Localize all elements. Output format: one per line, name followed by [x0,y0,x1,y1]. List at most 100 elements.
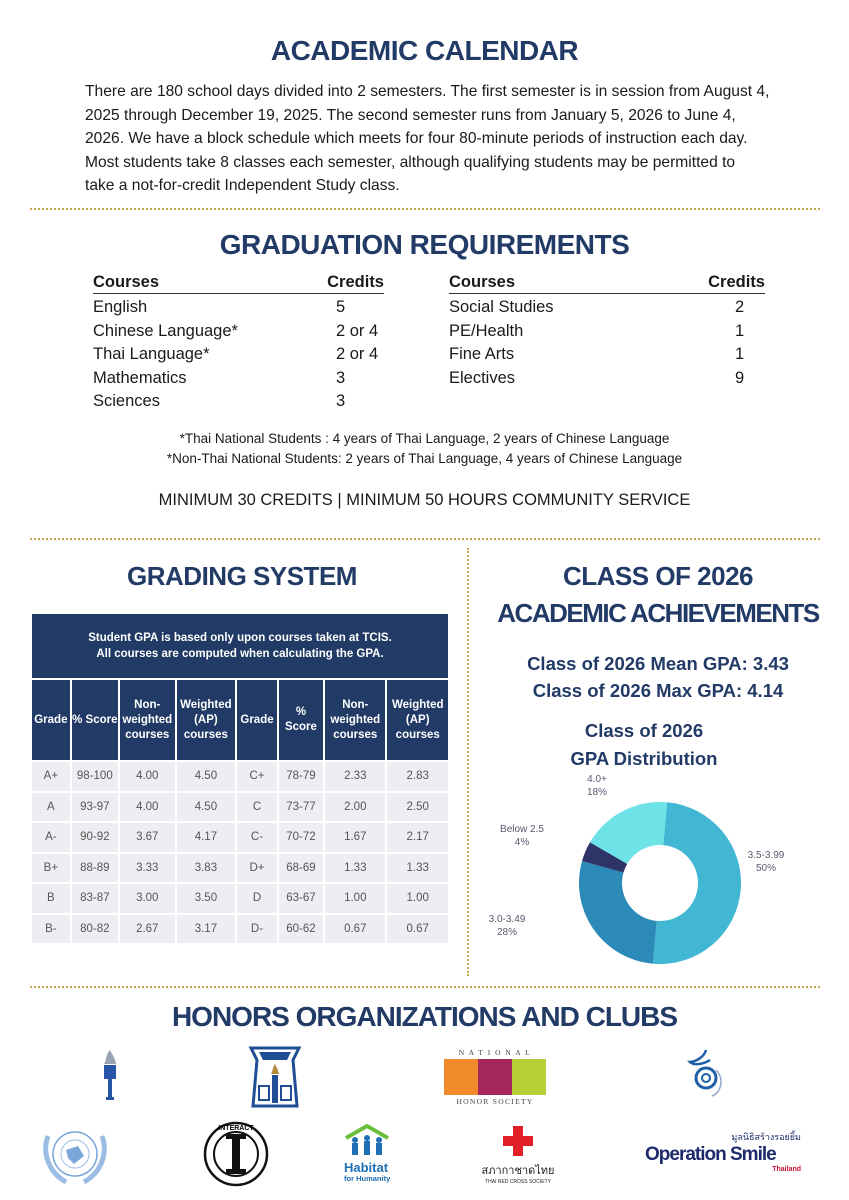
habitat-text: Habitat [344,1160,389,1175]
grade-cell: C- [237,823,277,852]
grade-cell: C+ [237,762,277,791]
column-divider [467,548,469,976]
column-header: % Score [278,680,324,760]
grade-cell: 3.33 [119,853,175,882]
slice-value-label: 4% [515,837,530,848]
mean-gpa: Class of 2026 Mean GPA: 3.43 [527,653,789,674]
grade-cell: 2.67 [119,914,175,943]
operation-smile-logo: มูลนิธิสร้างรอยยิ้ม Operation Smile Thai… [645,1130,815,1173]
habitat-for-humanity-logo: Habitat for Humanity [344,1123,404,1183]
grade-cell: 4.00 [119,762,175,791]
grade-cell: D+ [237,853,277,882]
courses-header: Courses [93,273,160,291]
course-credits: 3 [336,368,346,387]
slice-category-label: Below 2.5 [500,824,544,835]
calendar-line: There are 180 school days divided into 2… [85,83,770,100]
grade-cell: 4.00 [119,792,175,821]
course-name: Electives [449,368,516,387]
art-logo-bottom: HONOR SOCIETY [456,1097,534,1106]
united-nations-logo [43,1131,107,1185]
calendar-line: take a not-for-credit Independent Study … [85,177,400,194]
habitat-house-icon [345,1123,389,1155]
grade-cell: 70-72 [278,823,324,852]
chart-title-line2: GPA Distribution [570,748,718,769]
course-credits: 1 [735,321,745,340]
grade-cell: 98-100 [71,762,118,791]
donut-slice-0 [652,802,741,964]
grade-cell: 2.17 [387,823,448,852]
credits-header: Credits [327,273,384,291]
art-logo-top: N A T I O N A L [458,1048,532,1057]
club-text: CLUB [228,1179,245,1185]
course-credits: 2 or 4 [336,345,379,363]
gpa-donut-chart: 3.5-3.99 50% 3.0-3.49 28% Below 2.5 4% 4.0+ 18% [489,774,785,964]
grade-cell: 80-82 [71,914,118,943]
course-name: English [93,298,148,316]
requirement-row: Social Studies 2 [449,296,765,320]
requirement-row: Sciences 3 [93,390,384,414]
grade-cell: 1.33 [387,853,448,882]
slice-category-label: 3.5-3.99 [748,850,785,861]
slice-value-label: 28% [497,927,517,938]
grade-cell: A+ [32,762,70,791]
grade-cell: 68-69 [278,853,324,882]
column-header: Non-weighted courses [325,680,386,760]
grade-cell: 60-62 [278,914,324,943]
grade-cell: 3.67 [119,823,175,852]
grade-row: A- 90-92 3.67 4.17 C- 70-72 1.67 2.17 [32,823,448,852]
habitat-sub-text: for Humanity [344,1174,391,1183]
grade-cell: D [237,884,277,913]
minimum-requirements: MINIMUM 30 CREDITS | MINIMUM 50 HOURS CO… [158,491,691,509]
grade-cell: 0.67 [325,914,386,943]
calendar-line: 2025 through December 19, 2025. The seco… [85,106,736,124]
grade-cell: D- [237,914,277,943]
slice-value-label: 18% [587,787,607,798]
donut-slice-1 [579,860,657,964]
course-credits: 3 [336,392,346,410]
interact-text: INTERACT [218,1125,254,1132]
opsmile-text: Operation Smile [645,1144,777,1165]
column-header: Non-weighted courses [119,680,175,760]
donut-slice-3 [589,802,668,864]
grade-row: B+ 88-89 3.33 3.83 D+ 68-69 1.33 1.33 [32,853,448,882]
interact-club-logo: INTERACT CLUB [203,1121,269,1187]
course-credits: 2 or 4 [336,321,379,340]
grade-cell: 2.00 [325,792,386,821]
course-name: Social Studies [449,298,554,316]
achievements-title: CLASS OF 2026 [562,561,754,591]
requirements-left: Courses Credits English 5 Chinese Language… [93,272,384,414]
grade-row: A 93-97 4.00 4.50 C 73-77 2.00 2.50 [32,792,448,821]
thai-swirl-logo [686,1049,722,1097]
redcross-en-text: THAI RED CROSS SOCIETY [485,1179,551,1185]
caption-line: All courses are computed when calculatin… [96,648,384,660]
grade-cell: 3.17 [176,914,236,943]
courses-header: Courses [449,273,516,291]
grade-cell: 73-77 [278,792,324,821]
grade-cell: 78-79 [278,762,324,791]
grade-cell: 63-67 [278,884,324,913]
course-credits: 1 [735,345,745,363]
nhs-keystone-logo [248,1046,302,1108]
achievements-subtitle: ACADEMIC ACHIEVEMENTS [497,598,820,628]
divider [30,208,820,210]
grade-cell: 93-97 [71,792,118,821]
divider [30,986,820,988]
slice-category-label: 4.0+ [587,774,607,785]
calendar-line: 2026. We have a block schedule which mee… [85,130,748,147]
calendar-line: Most students take 8 classes each semest… [85,153,736,171]
chart-title-line1: Class of 2026 [584,720,704,741]
calendar-paragraph: There are 180 school days divided into 2… [85,80,775,198]
grade-cell: 88-89 [71,853,118,882]
grade-row: B 83-87 3.00 3.50 D 63-67 1.00 1.00 [32,884,448,913]
requirement-row: English 5 [93,296,384,320]
opsmile-thai-text: มูลนิธิสร้างรอยยิ้ม [731,1132,801,1142]
grade-cell: 1.33 [325,853,386,882]
academic-calendar-title: ACADEMIC CALENDAR [270,35,579,66]
grade-cell: 1.00 [387,884,448,913]
column-header: Weighted (AP) courses [176,680,236,760]
requirements-right: Courses Credits Social Studies 2 PE/Health… [449,272,765,390]
course-credits: 2 [735,298,745,316]
grading-title: GRADING SYSTEM [127,561,357,591]
footnote-non-thai: *Non-Thai National Students: 2 years of … [166,451,683,466]
grade-cell: B- [32,914,70,943]
